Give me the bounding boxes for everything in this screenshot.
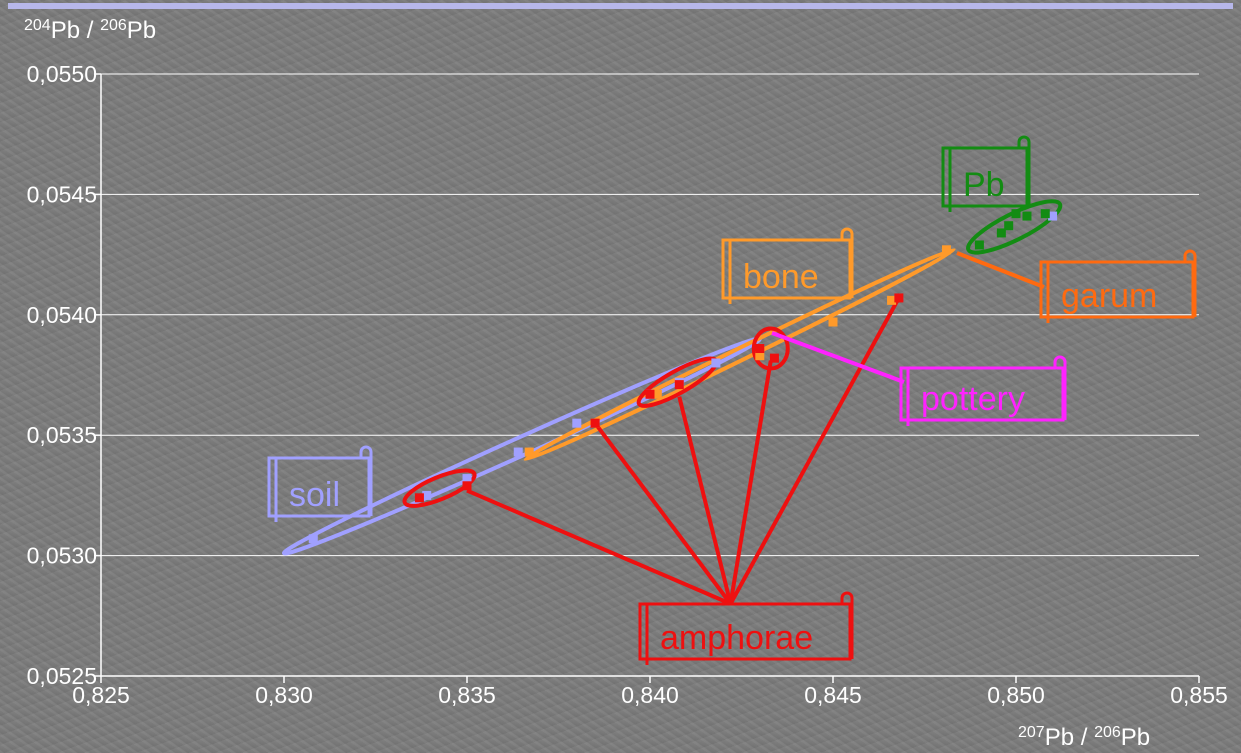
- data-point-bone: [941, 245, 951, 255]
- data-point-amphorae: [414, 493, 424, 503]
- x-tick-label: 0,840: [621, 682, 679, 708]
- data-point-bone: [652, 389, 662, 399]
- data-point-amphorae: [894, 293, 904, 303]
- label-pb-box: [941, 146, 1029, 208]
- x-tick-label: 0,825: [72, 682, 130, 708]
- label-garum-box: [1039, 260, 1195, 319]
- data-point-Pb: [996, 228, 1006, 238]
- label-pb: Pb: [941, 135, 1031, 212]
- group-labels: soil bone Pb garum pottery amphorae: [267, 135, 1197, 665]
- label-garum-scroll-right: [1183, 249, 1197, 317]
- y-tick-label: 0,0525: [27, 663, 97, 689]
- label-pb-scroll-right: [1017, 135, 1031, 206]
- label-pottery-scroll-right: [1053, 355, 1067, 420]
- label-amphorae: amphorae: [638, 591, 854, 665]
- data-point-amphorae: [769, 353, 779, 363]
- label-soil-box: [267, 456, 371, 518]
- x-tick-label: 0,835: [438, 682, 496, 708]
- label-pottery-box: [899, 366, 1065, 422]
- data-point-bone: [828, 317, 838, 327]
- data-point-soil: [572, 418, 582, 428]
- pb-ellipse: [966, 199, 1063, 255]
- x-tick-label: 0,850: [987, 682, 1045, 708]
- data-point-bone: [524, 447, 534, 457]
- amphorae-leader: [728, 360, 773, 605]
- amphorae-leader: [466, 488, 732, 606]
- data-point-Pb: [1040, 209, 1050, 219]
- label-pottery-text: pottery: [921, 380, 1025, 418]
- x-tick-label: 0,855: [1170, 682, 1228, 708]
- tick-labels: 0,0525 0,0530 0,0535 0,0540 0,0545 0,0550 0,82…: [27, 61, 1228, 708]
- data-point-Pb: [974, 240, 984, 250]
- label-pottery: pottery: [899, 355, 1067, 426]
- bone-ellipse: [523, 247, 956, 462]
- label-leader-lines: [466, 251, 1045, 606]
- data-point-amphorae: [462, 481, 472, 491]
- data-point-soil: [1048, 211, 1058, 221]
- amphorae-leader: [728, 296, 901, 605]
- data-point-Pb: [1004, 221, 1014, 231]
- pottery-leader: [771, 331, 905, 384]
- grid-lines: [101, 73, 1199, 557]
- top-rule: [8, 3, 1233, 9]
- amphorae-leader: [677, 396, 733, 605]
- label-bone-text: bone: [743, 258, 819, 296]
- data-point-soil: [711, 358, 721, 368]
- y-tick-label: 0,0535: [27, 422, 97, 448]
- data-point-amphorae: [755, 344, 765, 354]
- label-soil-text: soil: [289, 476, 340, 514]
- label-garum-text: garum: [1061, 277, 1157, 315]
- data-point-bone: [887, 295, 897, 305]
- data-point-soil: [308, 534, 318, 544]
- y-tick-label: 0,0545: [27, 181, 97, 207]
- axes: [94, 73, 1200, 683]
- y-axis-title: 204Pb / 206Pb: [24, 17, 156, 44]
- data-point-soil: [422, 490, 432, 500]
- data-point-Pb: [1011, 209, 1021, 219]
- data-point-soil: [513, 447, 523, 457]
- x-tick-label: 0,830: [255, 682, 313, 708]
- label-bone-scroll-right: [840, 227, 854, 298]
- label-amphorae-text: amphorae: [660, 619, 813, 657]
- y-tick-label: 0,0530: [27, 543, 97, 569]
- data-point-amphorae: [590, 418, 600, 428]
- y-tick-label: 0,0550: [27, 61, 97, 87]
- label-soil: soil: [267, 445, 373, 522]
- label-amphorae-box: [638, 602, 852, 661]
- amphorae-leader: [593, 421, 733, 605]
- x-axis-title: 207Pb / 206Pb: [1018, 724, 1150, 751]
- amphorae-ellipse-1: [402, 468, 477, 508]
- label-bone: bone: [721, 227, 854, 304]
- data-point-Pb: [1022, 211, 1032, 221]
- label-garum: garum: [1039, 249, 1197, 323]
- label-amphorae-scroll-right: [840, 591, 854, 659]
- label-bone-box: [721, 238, 852, 300]
- label-pb-text: Pb: [963, 166, 1005, 204]
- data-points: [308, 209, 1058, 544]
- y-tick-label: 0,0540: [27, 302, 97, 328]
- x-tick-label: 0,845: [804, 682, 862, 708]
- data-point-amphorae: [674, 380, 684, 390]
- garum-leader: [956, 251, 1045, 289]
- label-soil-scroll-right: [359, 445, 373, 516]
- data-point-amphorae: [645, 389, 655, 399]
